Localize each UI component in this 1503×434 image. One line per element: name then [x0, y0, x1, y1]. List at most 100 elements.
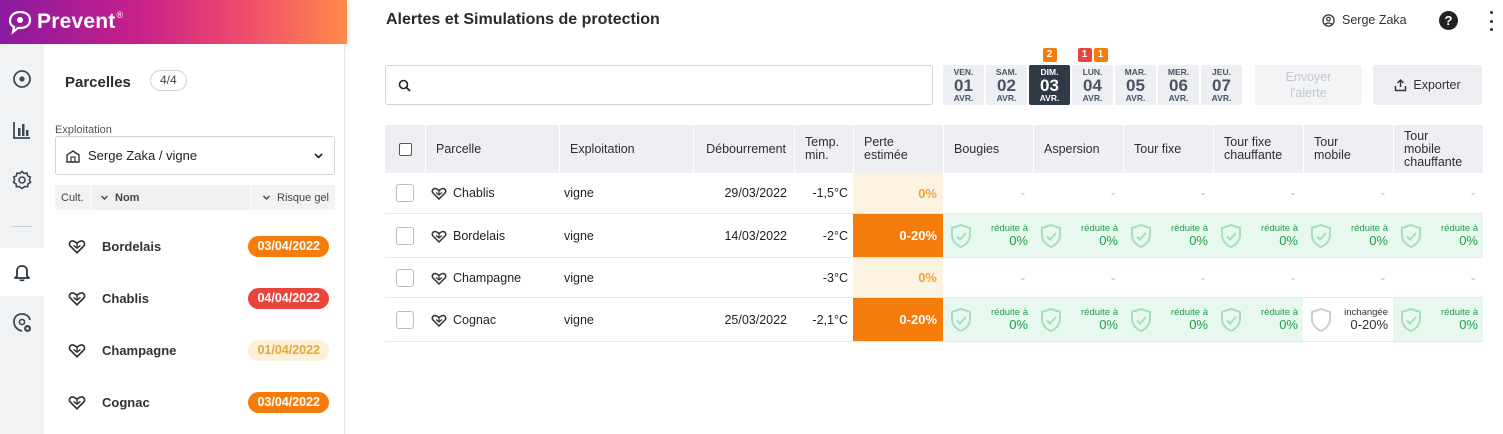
protection-cell[interactable]: réduite à 0%: [1213, 298, 1303, 341]
exploitation-value: Serge Zaka / vigne: [88, 148, 198, 163]
map-pin-icon: [13, 70, 31, 88]
parcelle-list-item[interactable]: Bordelais 03/04/2022: [55, 220, 335, 272]
day-name: JEU.: [1212, 66, 1231, 77]
protection-empty-cell: -: [1111, 270, 1115, 285]
protection-empty-cell: -: [1291, 186, 1295, 200]
nav-stats-button[interactable]: [0, 107, 44, 153]
header-exploitation[interactable]: Exploitation: [559, 125, 693, 173]
parcelle-list-item[interactable]: Champagne 01/04/2022: [55, 324, 335, 376]
header-tour-fixe[interactable]: Tour fixe: [1123, 125, 1213, 173]
vine-icon: [65, 290, 89, 306]
protection-empty-cell: -: [1471, 186, 1475, 200]
nav-alerts-button[interactable]: [0, 248, 44, 296]
vine-icon: [65, 238, 89, 254]
alert-count-badge: 1: [1077, 48, 1092, 62]
exploitation-select[interactable]: Serge Zaka / vigne: [55, 136, 335, 175]
user-icon: [1322, 13, 1335, 27]
nav-protection-settings-button[interactable]: [0, 300, 44, 346]
sort-risque-button[interactable]: Risque gel: [251, 185, 335, 210]
brand-name: Prevent®: [37, 10, 124, 33]
search-icon: [398, 79, 411, 92]
parcelle-cell: Chablis: [425, 173, 559, 213]
header-bougies[interactable]: Bougies: [943, 125, 1033, 173]
help-icon[interactable]: ?: [1439, 11, 1458, 30]
day-button[interactable]: MER. 06 AVR.: [1158, 65, 1199, 105]
protection-result: réduite à 0%: [1351, 223, 1388, 248]
header-tour-mobile[interactable]: Tour mobile: [1303, 125, 1393, 173]
rail-divider: [12, 226, 32, 227]
sort-nom-button[interactable]: Nom: [92, 185, 250, 210]
protection-cell[interactable]: réduite à 0%: [943, 298, 1033, 341]
protection-result: réduite à 0%: [1441, 223, 1478, 248]
day-button[interactable]: SAM. 02 AVR.: [986, 65, 1027, 105]
protection-cell[interactable]: réduite à 0%: [1033, 298, 1123, 341]
perte-estimee-cell: 0-20%: [853, 298, 943, 341]
table-row[interactable]: Chablis vigne 29/03/2022 -1,5°C 0% - - - - - -: [385, 173, 1483, 214]
shield-check-icon: [1219, 307, 1243, 333]
export-button[interactable]: Exporter: [1373, 65, 1482, 105]
parcelle-name: Cognac: [102, 394, 150, 410]
protection-cell[interactable]: réduite à 0%: [943, 214, 1033, 257]
vine-icon: [431, 229, 447, 243]
day-button[interactable]: JEU. 07 AVR.: [1201, 65, 1242, 105]
temp-min-cell: -2°C: [822, 228, 848, 243]
protection-cell[interactable]: réduite à 0%: [1393, 214, 1483, 257]
nav-map-button[interactable]: [0, 56, 44, 102]
exploitation-cell: vigne: [564, 270, 594, 285]
table-row[interactable]: Bordelais vigne 14/03/2022 -2°C 0-20% réduite…: [385, 214, 1483, 258]
debourrement-cell: 29/03/2022: [724, 186, 787, 200]
protection-cell[interactable]: réduite à 0%: [1303, 214, 1393, 257]
protection-cell[interactable]: réduite à 0%: [1213, 214, 1303, 257]
header-aspersion[interactable]: Aspersion: [1033, 125, 1123, 173]
protection-cell[interactable]: réduite à 0%: [1033, 214, 1123, 257]
header-perte-estimee[interactable]: Perte estimée: [853, 125, 943, 173]
nav-settings-button[interactable]: [0, 157, 44, 203]
shield-check-icon: [949, 307, 973, 333]
row-checkbox[interactable]: [396, 226, 414, 245]
day-button[interactable]: LUN. 04 AVR.: [1072, 65, 1113, 105]
table-row[interactable]: Champagne vigne -3°C 0% - - - - - -: [385, 258, 1483, 298]
protection-cell[interactable]: réduite à 0%: [1123, 214, 1213, 257]
sort-cult-button[interactable]: Cult.: [55, 185, 91, 210]
header-tour-mobile-chauffante[interactable]: Tour mobile chauffante: [1393, 125, 1483, 173]
parcelle-list-item[interactable]: Cognac 03/04/2022: [55, 376, 335, 428]
parcelle-name: Cognac: [453, 312, 497, 327]
header-tour-fixe-chauffante[interactable]: Tour fixe chauffante: [1213, 125, 1303, 173]
search-input[interactable]: [419, 77, 932, 93]
table-row[interactable]: Cognac vigne 25/03/2022 -2,1°C 0-20% réduite …: [385, 298, 1483, 342]
header-parcelle[interactable]: Parcelle: [425, 125, 559, 173]
day-button[interactable]: DIM. 03 AVR.: [1029, 65, 1070, 105]
shield-check-icon: [1309, 223, 1333, 249]
header-temp-min[interactable]: Temp. min.: [794, 125, 853, 173]
protection-cell[interactable]: inchangée 0-20%: [1303, 298, 1393, 341]
debourrement-cell: 14/03/2022: [724, 228, 787, 243]
protection-result: réduite à 0%: [991, 307, 1028, 332]
protection-cell[interactable]: réduite à 0%: [1393, 298, 1483, 341]
debourrement-cell: 25/03/2022: [724, 312, 787, 327]
more-menu-icon[interactable]: [1488, 11, 1494, 31]
parcelle-list-item[interactable]: Chablis 04/04/2022: [55, 272, 335, 324]
header-debourrement[interactable]: Débourrement: [693, 125, 794, 173]
user-menu[interactable]: Serge Zaka: [1322, 13, 1407, 27]
protection-cell[interactable]: réduite à 0%: [1123, 298, 1213, 341]
day-button[interactable]: VEN. 01 AVR.: [943, 65, 984, 105]
protection-empty-cell: -: [1291, 270, 1295, 285]
parcelle-cell: Bordelais: [425, 214, 559, 257]
day-month: AVR.: [1039, 92, 1060, 103]
row-checkbox[interactable]: [396, 184, 414, 202]
shield-settings-icon: [13, 313, 31, 332]
protection-result: réduite à 0%: [1171, 223, 1208, 248]
day-number: 02: [997, 75, 1016, 95]
protection-empty-cell: -: [1021, 186, 1025, 200]
day-button[interactable]: MAR. 05 AVR.: [1115, 65, 1156, 105]
day-month: AVR.: [996, 92, 1017, 103]
row-checkbox[interactable]: [396, 310, 414, 329]
select-all-checkbox[interactable]: [398, 142, 412, 156]
frost-risk-badge: 04/04/2022: [248, 287, 329, 309]
protection-empty-cell: -: [1021, 270, 1025, 285]
row-checkbox[interactable]: [396, 268, 414, 287]
protection-result: réduite à 0%: [1261, 223, 1298, 248]
vine-icon: [431, 313, 447, 327]
send-alert-button[interactable]: Envoyer l'alerte: [1255, 65, 1362, 105]
parcelle-name: Bordelais: [102, 238, 162, 254]
